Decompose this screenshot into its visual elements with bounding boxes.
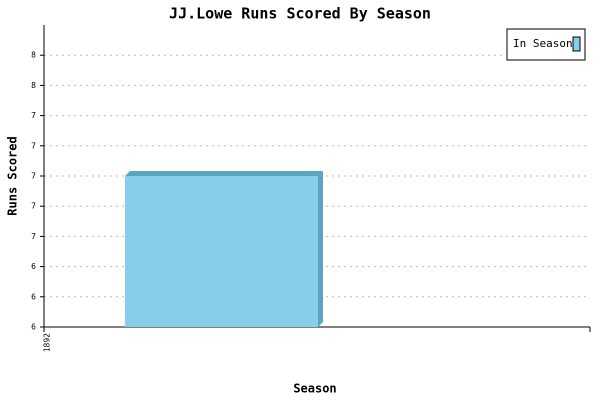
y-tick-label: 7 bbox=[31, 141, 36, 150]
legend-swatch bbox=[572, 36, 581, 52]
y-tick-label: 7 bbox=[31, 172, 36, 181]
chart-title: JJ.Lowe Runs Scored By Season bbox=[169, 5, 431, 23]
y-tick-label: 6 bbox=[31, 262, 36, 271]
legend-box bbox=[506, 28, 586, 61]
y-tick-label: 7 bbox=[31, 202, 36, 211]
legend-label: In Season bbox=[513, 37, 573, 50]
y-tick-label: 8 bbox=[31, 81, 36, 90]
bar-top bbox=[125, 171, 323, 176]
y-tick-label: 7 bbox=[31, 232, 36, 241]
y-tick-label: 7 bbox=[31, 111, 36, 120]
y-axis-label: Runs Scored bbox=[6, 136, 20, 215]
y-tick-label: 6 bbox=[31, 292, 36, 301]
x-tick-label: 1892 bbox=[43, 333, 52, 352]
y-tick-label: 6 bbox=[31, 323, 36, 332]
x-axis-label: Season bbox=[293, 382, 336, 396]
bar bbox=[125, 176, 318, 327]
bar-side bbox=[318, 171, 323, 327]
y-tick-label: 8 bbox=[31, 51, 36, 60]
